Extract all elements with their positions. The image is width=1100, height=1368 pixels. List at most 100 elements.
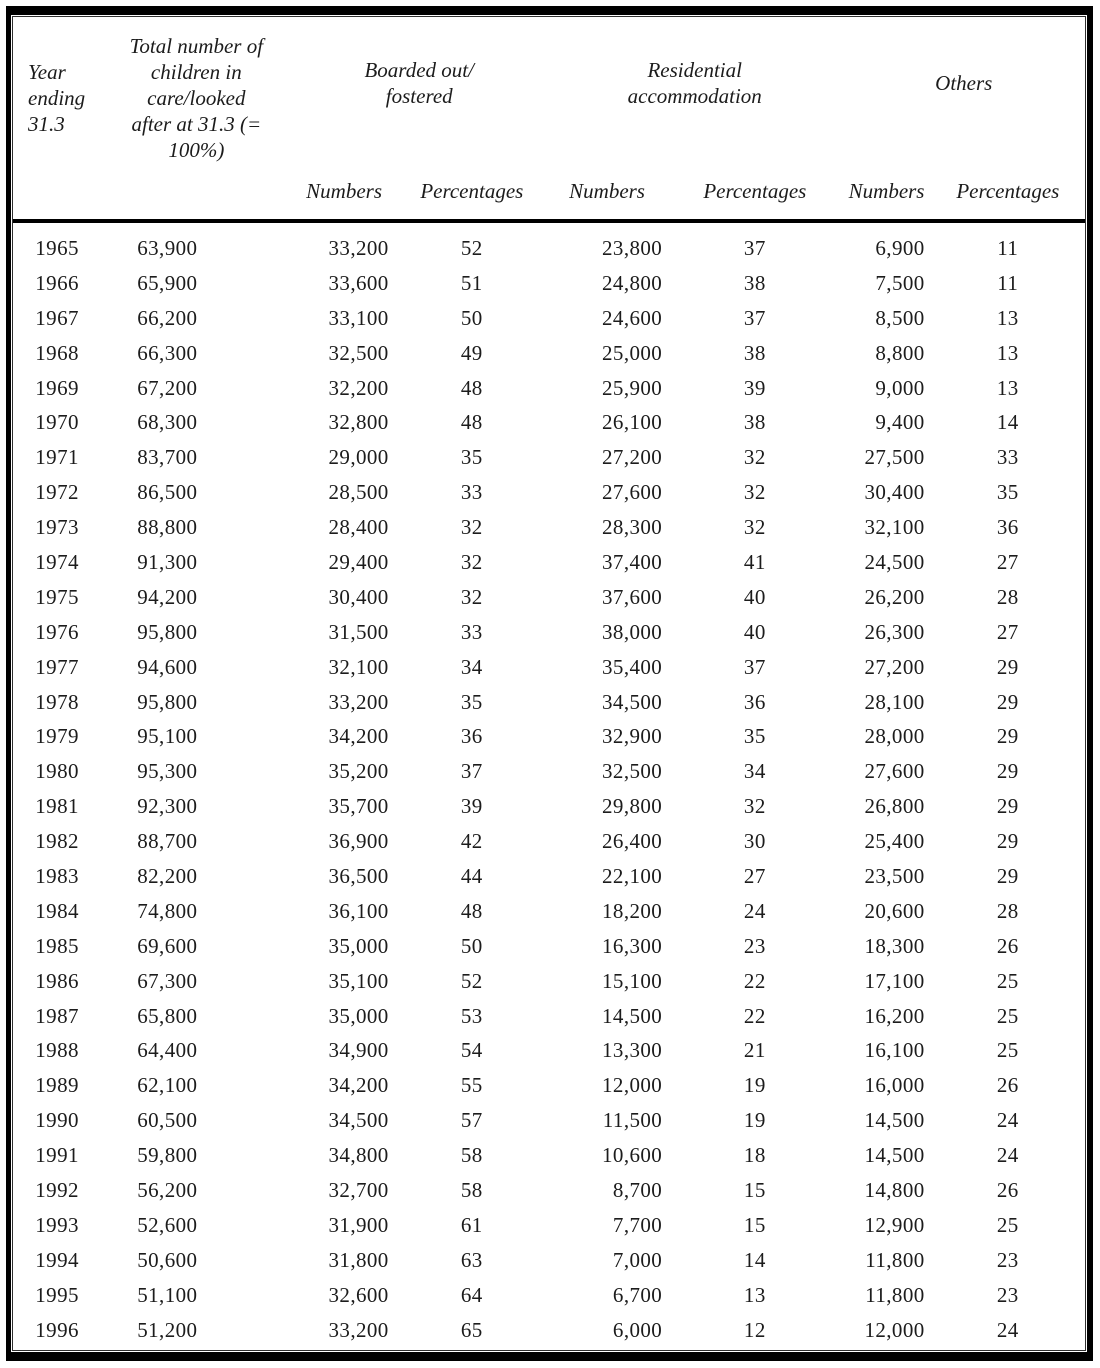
cell-boarded-out-percentage: 52: [460, 235, 483, 260]
cell-others-numbers: 28,000: [864, 724, 925, 749]
children-in-care-table: Year ending 31.3 Total number of childre…: [13, 17, 1085, 1348]
cell-boarded-out-percentage: 32: [460, 515, 483, 540]
cell-boarded-out-numbers: 36,900: [328, 829, 389, 854]
cell-boarded-out-percentage: 57: [460, 1108, 483, 1133]
cell-total-in-care: 65,800: [137, 1003, 198, 1028]
cell-boarded-out-numbers: 35,000: [328, 933, 389, 958]
table-row: 1995 51,100 32,600 64 6,700 13 11,800 23: [13, 1278, 1085, 1313]
cell-boarded-out-percentage: 32: [460, 584, 483, 609]
cell-others-numbers: 12,000: [864, 1317, 925, 1342]
table-row: 1974 91,300 29,400 32 37,400 41 24,500 27: [13, 545, 1085, 580]
cell-boarded-out-numbers: 32,800: [328, 410, 389, 435]
cell-residential-percentage: 21: [743, 1038, 766, 1063]
table-row: 1996 51,200 33,200 65 6,000 12 12,000 24: [13, 1313, 1085, 1348]
cell-total-in-care: 88,700: [137, 829, 198, 854]
cell-boarded-out-numbers: 32,500: [328, 340, 389, 365]
cell-boarded-out-percentage: 39: [460, 794, 483, 819]
table-row: 1985 69,600 35,000 50 16,300 23 18,300 26: [13, 929, 1085, 964]
cell-residential-percentage: 39: [743, 375, 766, 400]
cell-residential-numbers: 12,000: [602, 1073, 663, 1098]
cell-residential-numbers: 38,000: [602, 619, 663, 644]
cell-others-numbers: 6,900: [875, 235, 925, 260]
cell-boarded-out-percentage: 48: [460, 410, 483, 435]
cell-residential-percentage: 19: [743, 1073, 766, 1098]
header-row-groups: Year ending 31.3 Total number of childre…: [13, 17, 1085, 223]
cell-residential-numbers: 13,300: [602, 1038, 663, 1063]
cell-boarded-out-percentage: 44: [460, 863, 483, 888]
cell-residential-numbers: 29,800: [602, 794, 663, 819]
table-row: 1976 95,800 31,500 33 38,000 40 26,300 27: [13, 615, 1085, 650]
cell-boarded-out-numbers: 33,200: [328, 235, 389, 260]
cell-others-numbers: 27,600: [864, 759, 925, 784]
table-row: 1988 64,400 34,900 54 13,300 21 16,100 25: [13, 1033, 1085, 1068]
cell-year: 1968: [35, 340, 79, 365]
cell-total-in-care: 94,600: [137, 654, 198, 679]
cell-boarded-out-numbers: 34,500: [328, 1108, 389, 1133]
cell-boarded-out-numbers: 30,400: [328, 584, 389, 609]
cell-others-percentage: 29: [996, 759, 1019, 784]
cell-others-percentage: 29: [996, 654, 1019, 679]
cell-residential-numbers: 6,000: [612, 1317, 663, 1342]
cell-total-in-care: 59,800: [137, 1143, 198, 1168]
cell-year: 1981: [35, 794, 79, 819]
col-header-others-numbers: Numbers: [842, 163, 931, 223]
table-inner-border: Year ending 31.3 Total number of childre…: [12, 16, 1086, 1351]
cell-others-numbers: 14,800: [864, 1177, 925, 1202]
cell-residential-numbers: 37,600: [602, 584, 663, 609]
cell-boarded-out-numbers: 34,900: [328, 1038, 389, 1063]
cell-residential-numbers: 23,800: [602, 235, 663, 260]
cell-others-percentage: 29: [996, 724, 1019, 749]
cell-others-numbers: 24,500: [864, 549, 925, 574]
cell-others-percentage: 11: [997, 235, 1019, 260]
table-header: Year ending 31.3 Total number of childre…: [13, 17, 1085, 223]
cell-others-percentage: 35: [996, 480, 1019, 505]
cell-others-numbers: 12,900: [864, 1212, 925, 1237]
cell-others-percentage: 23: [996, 1247, 1019, 1272]
cell-others-percentage: 13: [996, 340, 1019, 365]
cell-residential-numbers: 25,000: [602, 340, 663, 365]
cell-residential-percentage: 41: [743, 549, 766, 574]
cell-year: 1977: [35, 654, 79, 679]
cell-year: 1976: [35, 619, 79, 644]
cell-residential-numbers: 35,400: [602, 654, 663, 679]
cell-residential-percentage: 15: [743, 1212, 766, 1237]
cell-boarded-out-percentage: 33: [460, 480, 483, 505]
cell-residential-percentage: 40: [743, 619, 766, 644]
table-row: 1980 95,300 35,200 37 32,500 34 27,600 29: [13, 754, 1085, 789]
cell-others-numbers: 16,100: [864, 1038, 925, 1063]
cell-others-percentage: 13: [996, 375, 1019, 400]
col-header-residential-numbers: Numbers: [546, 163, 668, 223]
cell-others-numbers: 8,500: [875, 305, 925, 330]
cell-residential-numbers: 10,600: [602, 1143, 663, 1168]
cell-boarded-out-numbers: 31,900: [328, 1212, 389, 1237]
cell-year: 1991: [35, 1143, 79, 1168]
cell-boarded-out-numbers: 33,200: [328, 1317, 389, 1342]
cell-residential-percentage: 30: [743, 829, 766, 854]
cell-others-percentage: 33: [996, 445, 1019, 470]
cell-residential-numbers: 32,500: [602, 759, 663, 784]
cell-total-in-care: 94,200: [137, 584, 198, 609]
cell-boarded-out-numbers: 34,800: [328, 1143, 389, 1168]
cell-year: 1986: [35, 968, 79, 993]
cell-boarded-out-percentage: 50: [460, 305, 483, 330]
cell-boarded-out-numbers: 33,100: [328, 305, 389, 330]
cell-residential-percentage: 24: [743, 898, 766, 923]
table-row: 1973 88,800 28,400 32 28,300 32 32,100 36: [13, 510, 1085, 545]
cell-total-in-care: 74,800: [137, 898, 198, 923]
col-group-boarded-out: Boarded out/ fostered: [364, 58, 474, 108]
col-header-residential-percentages: Percentages: [667, 163, 843, 223]
cell-total-in-care: 67,300: [137, 968, 198, 993]
cell-others-percentage: 13: [996, 305, 1019, 330]
cell-year: 1970: [35, 410, 79, 435]
cell-year: 1980: [35, 759, 79, 784]
cell-boarded-out-percentage: 53: [460, 1003, 483, 1028]
cell-others-numbers: 11,800: [865, 1247, 925, 1272]
cell-residential-numbers: 34,500: [602, 689, 663, 714]
cell-others-numbers: 14,500: [864, 1143, 925, 1168]
cell-residential-percentage: 38: [743, 410, 766, 435]
cell-residential-numbers: 7,000: [612, 1247, 663, 1272]
cell-boarded-out-percentage: 52: [460, 968, 483, 993]
cell-residential-percentage: 13: [743, 1282, 766, 1307]
table-row: 1967 66,200 33,100 50 24,600 37 8,500 13: [13, 301, 1085, 336]
table-row: 1993 52,600 31,900 61 7,700 15 12,900 25: [13, 1208, 1085, 1243]
